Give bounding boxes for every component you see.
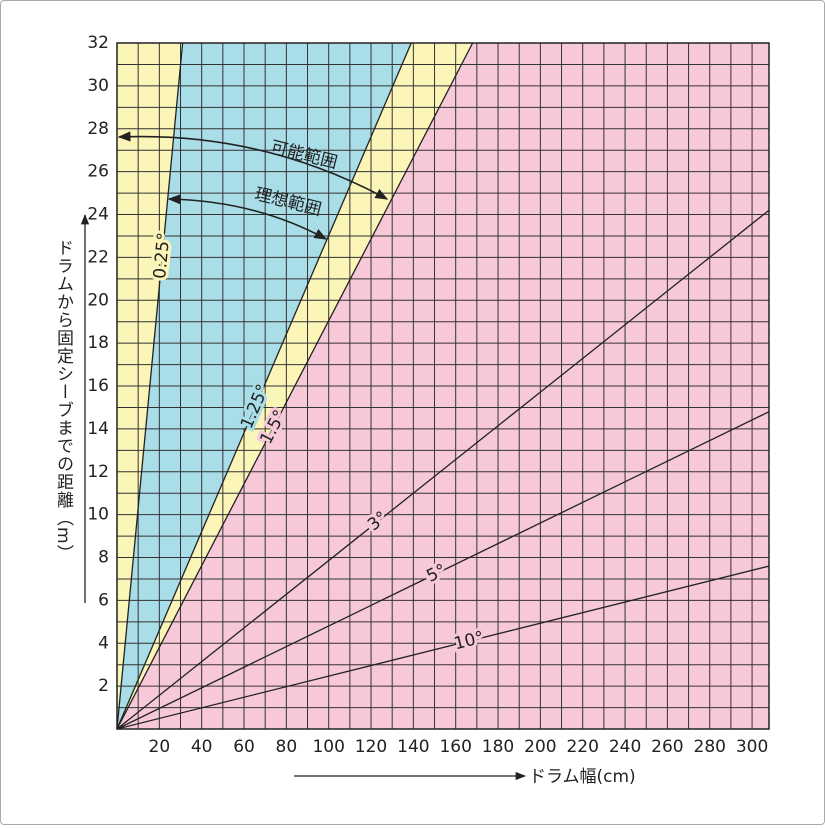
x-tick-label: 300 <box>736 737 768 757</box>
x-axis-title: ドラム幅(cm) <box>529 767 636 787</box>
y-tick-label: 22 <box>87 247 109 267</box>
y-tick-label: 2 <box>98 676 109 696</box>
series-line <box>116 42 474 730</box>
y-tick-label: 18 <box>87 333 109 353</box>
x-tick-label: 280 <box>694 737 726 757</box>
y-tick-label: 24 <box>87 205 109 225</box>
x-tick-label: 260 <box>651 737 683 757</box>
series-line <box>116 565 770 730</box>
x-tick-label: 100 <box>312 737 344 757</box>
x-tick-label: 40 <box>191 737 213 757</box>
y-tick-label: 4 <box>98 633 109 653</box>
series-line <box>116 209 770 730</box>
y-tick-label: 16 <box>87 376 109 396</box>
x-tick-label: 220 <box>566 737 598 757</box>
x-tick-label: 240 <box>609 737 641 757</box>
x-tick-label: 180 <box>482 737 514 757</box>
y-tick-label: 12 <box>87 462 109 482</box>
y-axis-title: ドラムから固定シーブまでの距離（m） <box>53 239 74 563</box>
y-tick-label: 28 <box>87 119 109 139</box>
y-tick-label: 6 <box>98 590 109 610</box>
series-line <box>116 411 770 730</box>
x-tick-label: 140 <box>397 737 429 757</box>
x-tick-label: 60 <box>233 737 255 757</box>
y-tick-label: 32 <box>87 33 109 53</box>
y-tick-label: 26 <box>87 162 109 182</box>
x-tick-label: 20 <box>149 737 171 757</box>
x-tick-label: 200 <box>524 737 556 757</box>
annotation-arrow <box>117 131 389 200</box>
y-tick-label: 8 <box>98 548 109 568</box>
y-tick-label: 20 <box>87 290 109 310</box>
plot-border <box>116 42 770 730</box>
y-tick-label: 30 <box>87 76 109 96</box>
y-tick-label: 10 <box>87 505 109 525</box>
x-tick-label: 120 <box>355 737 387 757</box>
x-tick-label: 160 <box>439 737 471 757</box>
y-tick-label: 14 <box>87 419 109 439</box>
annotation-arrow <box>167 194 328 240</box>
x-tick-label: 80 <box>276 737 298 757</box>
